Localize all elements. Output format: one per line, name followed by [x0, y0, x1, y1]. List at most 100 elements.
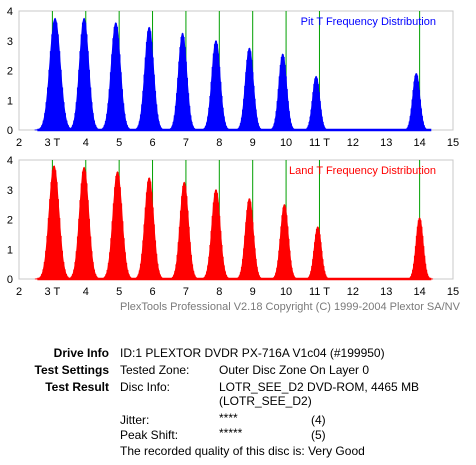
- pit-x-tick-label: 8: [216, 137, 222, 149]
- land-chart-title: Land T Frequency Distribution: [289, 165, 436, 177]
- pit-peak: [34, 17, 76, 131]
- jitter-score: (4): [311, 413, 326, 427]
- pit-peak: [268, 53, 298, 131]
- disc-info-label: Disc Info:: [120, 380, 171, 394]
- test-settings-label: Test Settings: [34, 363, 109, 377]
- land-y-tick-label: 4: [7, 155, 13, 167]
- pit-peak-area: [234, 47, 265, 131]
- land-peak: [66, 166, 102, 280]
- pit-peak-area: [34, 17, 76, 131]
- pit-y-tick-label: 3: [7, 36, 13, 48]
- pit-peak: [132, 26, 167, 131]
- land-y-tick-label: 0: [7, 274, 13, 286]
- land-x-tick-label: 2: [16, 286, 22, 298]
- land-x-tick-label: 3 T: [45, 286, 61, 298]
- peak-shift-stars: *****: [219, 426, 243, 440]
- land-peak-area: [234, 198, 265, 280]
- pit-peak: [97, 22, 134, 131]
- pit-y-tick-label: 2: [7, 66, 13, 78]
- pit-y-tick-label: 1: [7, 95, 13, 107]
- pit-x-tick-label: 3 T: [45, 137, 61, 149]
- peak-shift-score: (5): [311, 428, 326, 442]
- pit-x-tick-label: 7: [183, 137, 189, 149]
- disc-info-line2: (LOTR_SEE_D2): [219, 394, 312, 408]
- land-peak-area: [132, 177, 167, 280]
- pit-x-tick-label: 9: [250, 137, 256, 149]
- pit-peak-area: [97, 22, 134, 131]
- tested-zone-value: Outer Disc Zone On Layer 0: [219, 363, 370, 377]
- land-x-tick-label: 9: [250, 286, 256, 298]
- land-x-tick-label: 14: [413, 286, 425, 298]
- pit-chart-title: Pit T Frequency Distribution: [301, 16, 436, 28]
- land-peak-area: [304, 226, 332, 280]
- pit-y-tick-label: 4: [7, 6, 13, 18]
- land-peak-area: [34, 165, 74, 280]
- land-peak: [200, 189, 232, 280]
- pit-x-tick-label: 4: [83, 137, 89, 149]
- land-peak: [269, 203, 300, 280]
- tested-zone-label: Tested Zone:: [120, 363, 190, 377]
- land-x-tick-label: 15: [447, 286, 459, 298]
- land-x-tick-label: 5: [116, 286, 122, 298]
- pit-x-tick-label: 13: [380, 137, 392, 149]
- pit-y-tick-label: 0: [7, 125, 13, 137]
- land-peak: [132, 177, 167, 280]
- land-y-tick-label: 3: [7, 185, 13, 197]
- land-x-tick-label: 8: [216, 286, 222, 298]
- pit-x-tick-label: 10: [280, 137, 292, 149]
- land-peak-area: [406, 217, 434, 280]
- land-peak: [34, 165, 74, 280]
- pit-peak-area: [402, 72, 430, 131]
- land-peak-area: [66, 166, 102, 280]
- jitter-label: Jitter:: [120, 413, 150, 427]
- pit-peak-area: [166, 32, 199, 131]
- pit-peak-area: [268, 53, 298, 131]
- land-y-tick-label: 1: [7, 244, 13, 256]
- pit-peak-area: [66, 17, 102, 131]
- land-x-tick-label: 11 T: [309, 286, 330, 298]
- pit-x-tick-label: 14: [413, 137, 425, 149]
- peak-shift-label: Peak Shift:: [120, 428, 179, 442]
- pit-peak: [66, 17, 102, 131]
- land-peak-area: [269, 203, 300, 280]
- pit-x-tick-label: 6: [149, 137, 155, 149]
- test-result-label: Test Result: [45, 380, 109, 394]
- drive-info-label: Drive Info: [53, 346, 109, 360]
- land-peak: [406, 217, 434, 280]
- disc-info-line1: LOTR_SEE_D2 DVD-ROM, 4465 MB: [219, 380, 420, 394]
- copyright-text: PlexTools Professional V2.18 Copyright (…: [120, 301, 460, 313]
- land-y-tick-label: 2: [7, 215, 13, 227]
- jitter-stars: ****: [219, 411, 238, 425]
- pit-x-tick-label: 12: [347, 137, 359, 149]
- land-peak: [234, 198, 265, 280]
- pit-x-tick-label: 5: [116, 137, 122, 149]
- pit-peak-area: [132, 26, 167, 131]
- pit-x-tick-label: 15: [447, 137, 459, 149]
- pit-peak-area: [302, 75, 330, 131]
- land-x-tick-label: 6: [149, 286, 155, 298]
- pit-x-tick-label: 2: [16, 137, 22, 149]
- pit-peak: [200, 40, 232, 131]
- land-peak: [99, 171, 136, 280]
- pit-peak: [166, 32, 199, 131]
- land-x-tick-label: 13: [380, 286, 392, 298]
- land-peak-area: [168, 181, 201, 280]
- pit-x-tick-label: 11 T: [309, 137, 330, 149]
- pit-peak-area: [200, 40, 232, 131]
- land-x-tick-label: 4: [83, 286, 89, 298]
- land-x-tick-label: 7: [183, 286, 189, 298]
- land-peak: [168, 181, 201, 280]
- quality-text: The recorded quality of this disc is: Ve…: [120, 444, 365, 458]
- land-x-tick-label: 12: [347, 286, 359, 298]
- pit-peak: [402, 72, 430, 131]
- land-peak: [304, 226, 332, 280]
- land-peak-area: [200, 189, 232, 280]
- land-peak-area: [99, 171, 136, 280]
- pit-peak: [302, 75, 330, 131]
- pit-peak: [234, 47, 265, 131]
- drive-info-value: ID:1 PLEXTOR DVDR PX-716A V1c04 (#199950…: [120, 346, 385, 360]
- land-x-tick-label: 10: [280, 286, 292, 298]
